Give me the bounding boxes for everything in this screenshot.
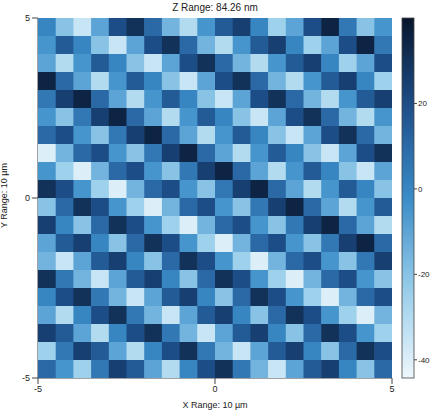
svg-text:0: 0 (418, 185, 423, 194)
svg-text:5: 5 (25, 13, 30, 23)
svg-text:X Range: 10 µm: X Range: 10 µm (182, 400, 247, 410)
svg-text:-5: -5 (22, 373, 30, 383)
svg-text:5: 5 (389, 384, 394, 394)
svg-text:Y Range: 10 µm: Y Range: 10 µm (0, 163, 9, 228)
html-text:Z Range: 84.26 nm: Z Range: 84.26 nm (172, 2, 258, 13)
svg-text:-40: -40 (418, 356, 430, 365)
svg-text:0: 0 (25, 193, 30, 203)
svg-text:20: 20 (418, 99, 427, 108)
svg-text:0: 0 (212, 384, 217, 394)
svg-text:-5: -5 (34, 384, 42, 394)
svg-text:-20: -20 (418, 270, 430, 279)
